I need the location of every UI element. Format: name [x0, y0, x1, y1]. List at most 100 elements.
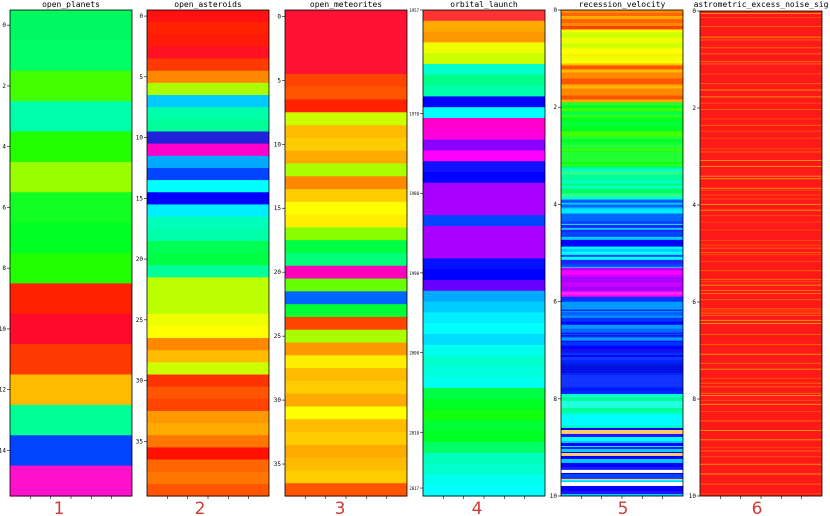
- heatmap-cell: [561, 125, 683, 130]
- heatmap-cell: [147, 265, 269, 278]
- heatmap-cell: [561, 266, 683, 268]
- y-tick-label: 30: [274, 397, 282, 404]
- heatmap-cell: [700, 254, 822, 256]
- heatmap-cell: [561, 187, 683, 189]
- y-tick-label: 0: [692, 8, 696, 15]
- heatmap-cell: [561, 221, 683, 223]
- heatmap-cell: [561, 466, 683, 470]
- heatmap-cell: [561, 341, 683, 345]
- y-tick-label: 2: [2, 83, 6, 90]
- heatmap-cell: [700, 39, 822, 41]
- heatmap-cell: [147, 216, 269, 230]
- y-tick-label: 10: [274, 141, 282, 148]
- y-tick-label: 12: [0, 387, 6, 394]
- heatmap-cell: [561, 472, 683, 475]
- heatmap-cell: [285, 432, 407, 446]
- heatmap-cell: [10, 101, 132, 133]
- y-tick-label: 0: [139, 13, 143, 20]
- heatmap-cell: [700, 362, 822, 364]
- heatmap-cell: [10, 374, 132, 406]
- heatmap-cell: [561, 105, 683, 109]
- heatmap-cell: [700, 53, 822, 55]
- heatmap-cell: [700, 137, 822, 139]
- heatmap-cell: [10, 222, 132, 254]
- heatmap-cell: [561, 189, 683, 194]
- heatmap-cell: [561, 474, 683, 480]
- heatmap-cell: [561, 41, 683, 44]
- heatmap-cell: [561, 26, 683, 30]
- heatmap-cell: [561, 303, 683, 308]
- heatmap-cell: [561, 321, 683, 326]
- heatmap-cell: [285, 355, 407, 369]
- heatmap-cell: [561, 53, 683, 55]
- y-tick-label: 4: [692, 202, 696, 209]
- heatmap-cell: [285, 86, 407, 101]
- heatmap-cell: [700, 118, 822, 120]
- heatmap-cell: [147, 70, 269, 84]
- heatmap-cell: [423, 161, 545, 173]
- heatmap-cell: [285, 227, 407, 241]
- heatmap-cell: [561, 336, 683, 339]
- heatmap-cell: [147, 82, 269, 96]
- heatmap-cell: [423, 398, 545, 411]
- heatmap-cell: [561, 493, 683, 497]
- heatmap-cell: [700, 215, 822, 217]
- heatmap-cell: [561, 168, 683, 172]
- heatmap-cell: [700, 281, 822, 283]
- heatmap-cell: [561, 451, 683, 454]
- heatmap-cell: [561, 396, 683, 402]
- heatmap-cell: [561, 389, 683, 391]
- heatmap-cell: [285, 393, 407, 408]
- heatmap-cell: [561, 263, 683, 268]
- heatmap-cell: [285, 163, 407, 177]
- panel-title: recession_velocity: [579, 0, 666, 9]
- heatmap-cell: [147, 34, 269, 48]
- heatmap-cell: [561, 414, 683, 420]
- heatmap-cell: [561, 345, 683, 350]
- heatmap-cell: [561, 201, 683, 203]
- heatmap-cell: [423, 269, 545, 281]
- heatmap-cell: [561, 462, 683, 468]
- panel-title: open_asteroids: [174, 0, 242, 9]
- heatmap-cell: [561, 49, 683, 54]
- heatmap-cell: [561, 239, 683, 243]
- heatmap-cell: [561, 343, 683, 347]
- panel-title: orbital_launch: [450, 0, 518, 9]
- heatmap-cell: [561, 291, 683, 295]
- heatmap-cell: [561, 460, 683, 463]
- heatmap-cell: [561, 404, 683, 409]
- heatmap-cell: [700, 189, 822, 191]
- heatmap-cell: [561, 54, 683, 57]
- heatmap-cell: [423, 96, 545, 108]
- heatmap-cell: [561, 448, 683, 453]
- heatmap-cell: [561, 207, 683, 209]
- heatmap-cell: [561, 483, 683, 487]
- heatmap-cell: [700, 187, 822, 189]
- heatmap-cell: [561, 183, 683, 186]
- heatmap-cell: [147, 447, 269, 461]
- heatmap-cell: [561, 433, 683, 438]
- heatmap-cell: [561, 267, 683, 269]
- heatmap-cell: [285, 316, 407, 331]
- heatmap-cell: [423, 344, 545, 357]
- heatmap-cell: [561, 233, 683, 238]
- y-tick-label: 15: [274, 205, 282, 212]
- heatmap-cell: [561, 222, 683, 225]
- heatmap-cell: [561, 317, 683, 323]
- heatmap-cell: [285, 278, 407, 292]
- heatmap-cell: [700, 96, 822, 98]
- heatmap-cell: [561, 324, 683, 330]
- heatmap-cell: [147, 204, 269, 218]
- heatmap-cell: [285, 253, 407, 267]
- heatmap-cell: [10, 435, 132, 467]
- heatmap-cells: [285, 10, 407, 497]
- heatmap-cell: [423, 323, 545, 335]
- heatmap-cell: [423, 474, 545, 486]
- heatmap-cell: [561, 248, 683, 253]
- heatmap-cell: [285, 10, 407, 24]
- heatmap-cell: [561, 256, 683, 261]
- heatmap-cell: [561, 473, 683, 476]
- heatmap-cell: [561, 294, 683, 298]
- heatmap-cell: [561, 29, 683, 33]
- heatmap-cell: [561, 155, 683, 160]
